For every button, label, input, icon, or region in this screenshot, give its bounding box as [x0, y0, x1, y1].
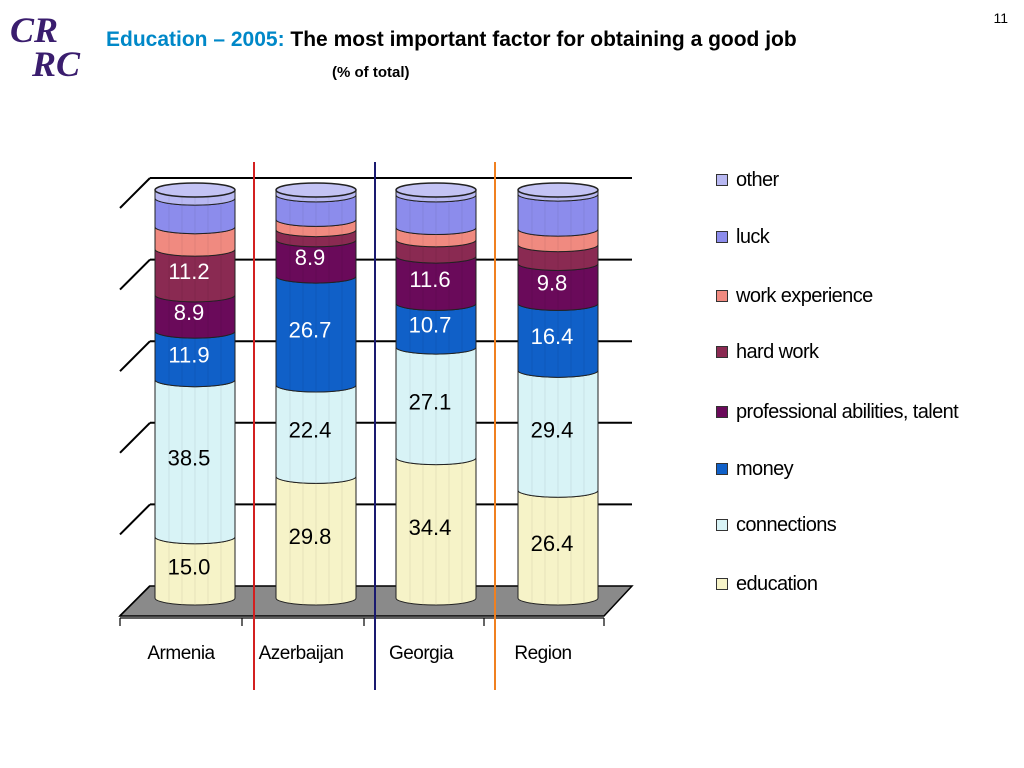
data-label: 26.4	[531, 531, 574, 556]
category-label: Georgia	[389, 643, 454, 664]
data-label: 22.4	[289, 418, 332, 443]
legend-item-money: money	[716, 457, 794, 481]
legend-item-hard_work: hard work	[716, 340, 819, 364]
legend-swatch	[716, 346, 728, 358]
legend-label: professional abilities, talent	[736, 400, 959, 423]
side-wall-gridline	[119, 503, 151, 536]
data-label: 38.5	[168, 445, 211, 470]
legend-item-education: education	[716, 572, 818, 596]
data-label: 29.4	[531, 417, 574, 442]
legend-label: money	[736, 457, 794, 480]
title-main: The most important factor for obtaining …	[290, 28, 797, 51]
category-label: Region	[514, 643, 571, 664]
legend-swatch	[716, 174, 728, 186]
page-number: 11	[993, 10, 1008, 26]
side-wall-gridline	[119, 258, 151, 291]
legend-label: education	[736, 572, 818, 595]
legend-item-connections: connections	[716, 513, 837, 537]
side-wall-gridline	[119, 422, 151, 454]
legend-label: connections	[736, 513, 837, 536]
data-label: 10.7	[409, 312, 452, 337]
data-label: 11.2	[168, 259, 209, 284]
data-label: 11.9	[168, 342, 209, 367]
data-label: 11.6	[409, 267, 450, 292]
title-accent: Education – 2005:	[106, 28, 285, 51]
legend-item-work_experience: work experience	[716, 284, 873, 308]
category-label: Azerbaijan	[259, 643, 344, 664]
data-label: 9.8	[537, 270, 568, 295]
crrc-logo: CR RC	[10, 10, 92, 84]
data-label: 29.8	[289, 524, 332, 549]
legend-swatch	[716, 578, 728, 590]
data-label: 15.0	[168, 554, 211, 579]
data-label: 8.9	[295, 245, 326, 270]
side-wall-gridline	[119, 177, 151, 209]
legend-swatch	[716, 519, 728, 531]
bar-top-cap	[517, 182, 599, 198]
bar-top-cap	[154, 182, 236, 198]
legend-item-other: other	[716, 168, 779, 192]
legend-label: luck	[736, 225, 770, 248]
bar-top-cap	[275, 182, 357, 198]
legend-label: other	[736, 168, 779, 191]
page-title: Education – 2005: The most important fac…	[106, 28, 797, 52]
legend-label: hard work	[736, 340, 819, 363]
legend-item-professional_abilities: professional abilities, talent	[716, 400, 959, 424]
data-label: 34.4	[409, 515, 452, 540]
category-label: Armenia	[147, 643, 215, 664]
legend-swatch	[716, 463, 728, 475]
legend-swatch	[716, 231, 728, 243]
logo-line-2: RC	[32, 44, 81, 84]
side-wall-gridline	[119, 340, 151, 372]
data-label: 27.1	[409, 389, 452, 414]
legend-item-luck: luck	[716, 225, 770, 249]
data-label: 16.4	[531, 324, 574, 349]
data-label: 8.9	[174, 300, 205, 325]
logo-line-1: CR	[10, 10, 59, 50]
legend-swatch	[716, 290, 728, 302]
bar-top-cap	[395, 182, 477, 198]
page-subtitle: (% of total)	[332, 64, 410, 81]
legend-swatch	[716, 406, 728, 418]
data-label: 26.7	[289, 318, 332, 343]
legend-label: work experience	[736, 284, 873, 307]
